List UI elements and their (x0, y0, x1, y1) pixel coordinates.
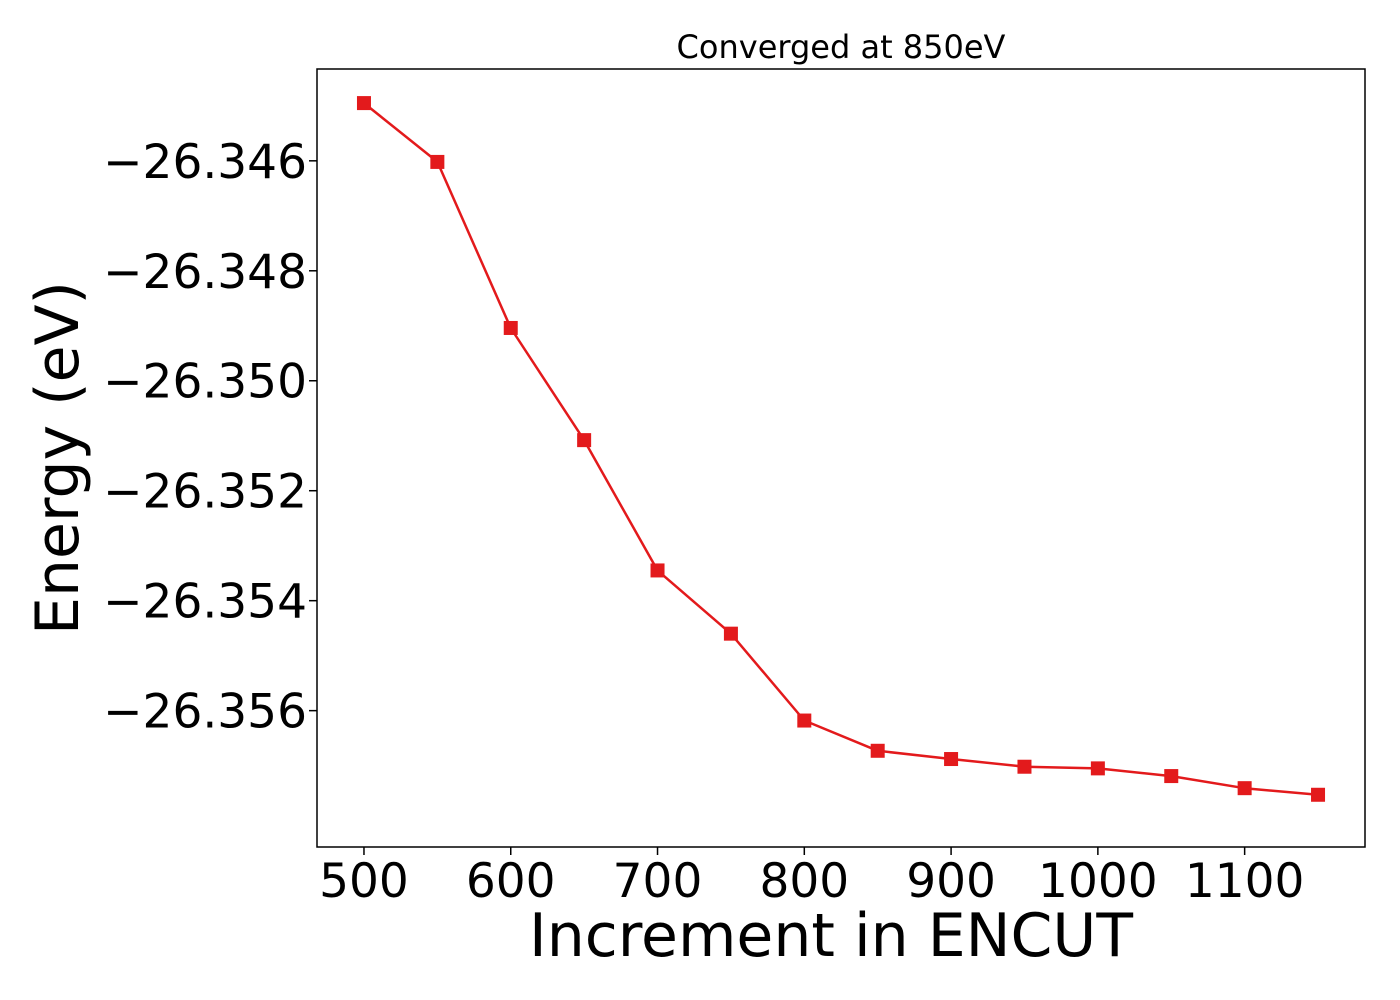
data-point-marker (503, 320, 518, 335)
x-tick-label: 1100 (1185, 854, 1305, 909)
x-tick-label: 600 (466, 854, 556, 909)
x-axis-label: Increment in ENCUT (529, 901, 1133, 971)
data-point-marker (1311, 787, 1326, 802)
data-point-marker (797, 713, 812, 728)
y-tick-label: −26.346 (103, 135, 307, 190)
plot-area (356, 96, 1326, 802)
x-tick-label: 900 (906, 854, 996, 909)
y-tick-label: −26.350 (103, 355, 307, 410)
data-point-marker (1164, 769, 1179, 784)
data-point-marker (577, 433, 592, 448)
x-axis: 500 600 700 800 900 1000 1100 (319, 847, 1304, 909)
y-tick-label: −26.354 (103, 575, 307, 630)
data-point-marker (944, 752, 959, 767)
data-point-marker (1090, 761, 1105, 776)
y-axis-label: Energy (eV) (23, 281, 93, 635)
data-point-marker (1237, 781, 1252, 796)
data-point-marker (650, 563, 665, 578)
x-tick-label: 1000 (1038, 854, 1158, 909)
y-axis: −26.346 −26.348 −26.350 −26.352 −26.354 −26.3… (103, 135, 317, 740)
series-line (363, 102, 1319, 797)
data-point-marker (1017, 759, 1032, 774)
y-tick-label: −26.352 (103, 465, 307, 520)
plot-frame (316, 68, 1366, 848)
x-tick-label: 700 (613, 854, 703, 909)
chart-title: Converged at 850eV (677, 28, 1006, 66)
y-tick-label: −26.348 (103, 245, 307, 300)
x-tick-label: 800 (759, 854, 849, 909)
data-point-marker (870, 743, 885, 758)
data-point-marker (356, 96, 371, 111)
data-point-marker (430, 154, 445, 169)
y-tick-label: −26.356 (103, 685, 307, 740)
x-tick-label: 500 (319, 854, 409, 909)
data-point-marker (723, 626, 738, 641)
